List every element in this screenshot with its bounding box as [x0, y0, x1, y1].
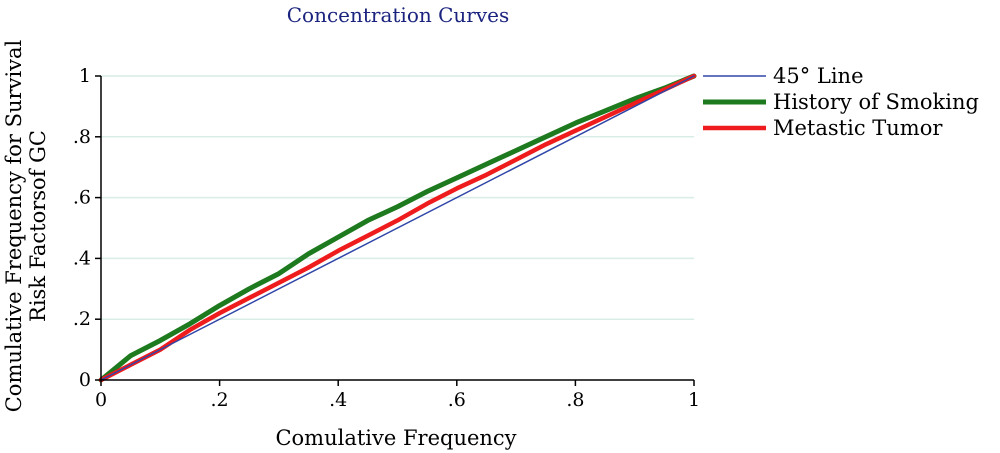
y-tick-label-0: 0 — [79, 369, 91, 391]
x-tick-label-3: .6 — [448, 389, 466, 411]
x-tick-label-1: .2 — [211, 389, 229, 411]
y-tick-label-4: .8 — [73, 126, 91, 148]
legend-label-2: History of Smoking — [773, 90, 979, 114]
x-tick-label-2: .4 — [329, 389, 347, 411]
series-line-3 — [98, 73, 697, 383]
series-line-2 — [98, 73, 697, 383]
y-tick-label-1: .2 — [73, 308, 91, 330]
grid — [101, 75, 694, 320]
series-line-1 — [100, 75, 695, 381]
legend-label-3: Metastic Tumor — [773, 116, 943, 140]
x-tick-label-4: .8 — [566, 389, 584, 411]
y-axis-title-line-1: Comulative Frequency for Survival — [2, 39, 26, 412]
legend-label-1: 45° Line — [773, 64, 864, 88]
y-axis-title: Comulative Frequency for Survival Risk F… — [2, 39, 50, 412]
axes: 0 .2 .4 .6 .8 1 0 .2 .4 .6 .8 1 — [73, 65, 700, 411]
chart-title: Concentration Curves — [287, 3, 510, 27]
y-tick-label-5: 1 — [79, 65, 91, 87]
y-tick-label-3: .6 — [73, 187, 91, 209]
x-axis-title: Comulative Frequency — [275, 426, 516, 450]
x-tick-label-5: 1 — [688, 389, 700, 411]
x-tick-label-0: 0 — [95, 389, 107, 411]
y-axis-title-line-2: Risk Factorsof GC — [26, 130, 50, 322]
series-layer — [98, 73, 697, 383]
y-tick-label-2: .4 — [73, 247, 91, 269]
